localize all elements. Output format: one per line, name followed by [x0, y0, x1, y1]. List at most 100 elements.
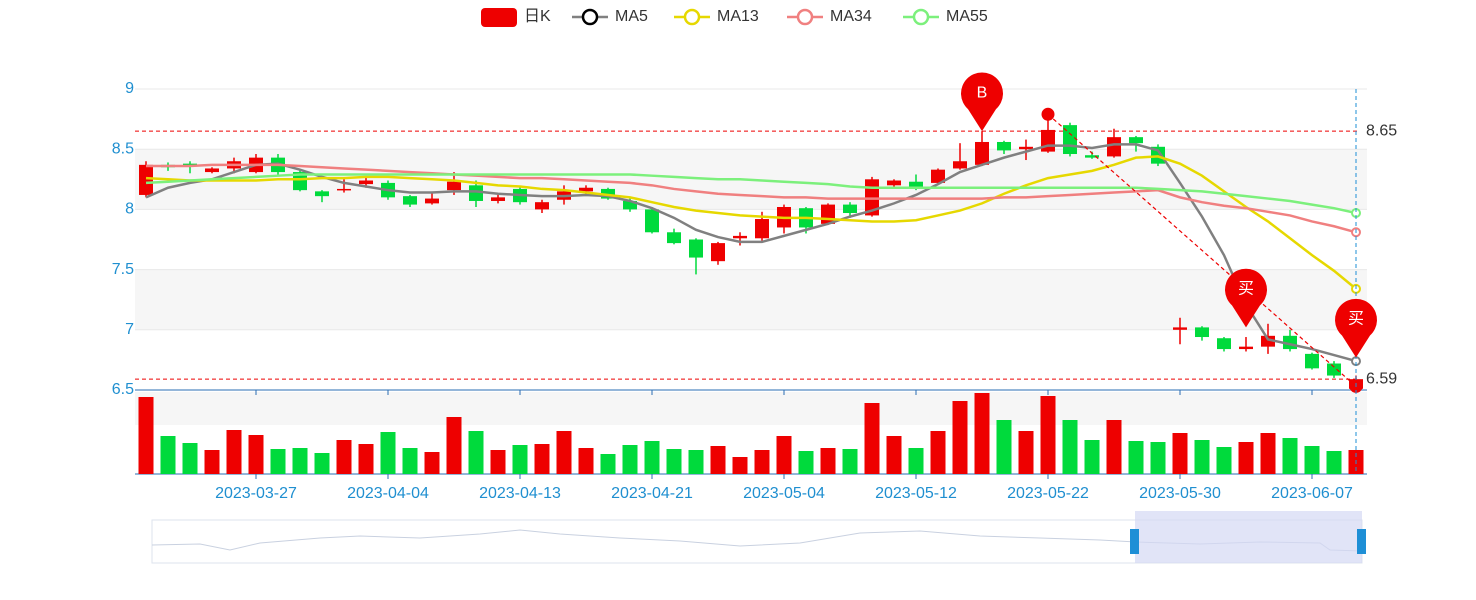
volume-bar: [402, 448, 418, 474]
legend-label: MA13: [717, 8, 759, 25]
candle-body: [733, 235, 747, 239]
volume-bar: [160, 436, 176, 474]
volume-bar: [798, 451, 814, 474]
candle-body: [1217, 338, 1231, 350]
candle-body: [403, 196, 417, 205]
candle-body: [1019, 146, 1033, 150]
x-tick-label: 2023-06-07: [1271, 485, 1353, 502]
volume-bar: [490, 450, 506, 474]
x-tick-label: 2023-04-13: [479, 485, 561, 502]
candle-body: [315, 191, 329, 197]
candle-body: [139, 164, 153, 195]
legend-icon: [581, 8, 599, 26]
x-tick-label: 2023-04-21: [611, 485, 693, 502]
legend-item[interactable]: MA5: [572, 8, 648, 26]
zoom-handle[interactable]: [1130, 529, 1139, 554]
volume-bar: [1304, 446, 1320, 474]
zoom-selection[interactable]: [1135, 511, 1362, 563]
volume-bar: [446, 417, 462, 474]
candle-body: [1085, 155, 1099, 158]
candle-body: [975, 141, 989, 165]
candle-body: [997, 141, 1011, 151]
legend-icon: [912, 8, 930, 26]
candle-body: [909, 181, 923, 187]
candle-body: [1107, 137, 1121, 157]
legend-label: MA55: [946, 8, 988, 25]
candle-body: [1261, 335, 1275, 347]
candle-body: [1327, 363, 1341, 376]
legend-label: MA5: [615, 8, 648, 25]
volume-bar: [534, 444, 550, 474]
candle-body: [887, 180, 901, 186]
data-zoom[interactable]: [151, 511, 1366, 564]
candle-body: [1041, 129, 1055, 152]
volume-bar: [864, 403, 880, 474]
x-tick-label: 2023-05-12: [875, 485, 957, 502]
volume-bar: [138, 397, 154, 474]
x-tick-label: 2023-05-30: [1139, 485, 1221, 502]
candle-body: [1239, 346, 1253, 350]
volume-bar: [622, 445, 638, 474]
volume-bar: [336, 440, 352, 474]
mark-line-label: 8.65: [1366, 122, 1397, 139]
candle-body: [469, 185, 483, 201]
candle-body: [579, 187, 593, 192]
volume-bar: [380, 432, 396, 474]
volume-bar: [270, 449, 286, 474]
candle-body: [931, 169, 945, 183]
candle-body: [293, 172, 307, 191]
y-tick-label: 6.5: [112, 381, 134, 398]
legend-icon: [683, 8, 701, 26]
volume-bar: [952, 401, 968, 474]
legend-item[interactable]: MA34: [787, 8, 872, 26]
y-tick-label: 7.5: [112, 261, 134, 278]
candle-body: [359, 180, 373, 185]
legend-label: 日K: [524, 8, 551, 25]
volume-bar: [732, 457, 748, 474]
zoom-handle[interactable]: [1357, 529, 1366, 554]
candle-body: [205, 168, 219, 173]
volume-bar: [1326, 451, 1342, 474]
ma-line: [145, 173, 1357, 215]
x-tick-label: 2023-04-04: [347, 485, 429, 502]
volume-bar: [644, 441, 660, 474]
pin: [1225, 268, 1268, 328]
candle-body: [711, 243, 725, 262]
ma-line: [145, 155, 1357, 290]
legend-item[interactable]: MA55: [903, 8, 988, 26]
y-tick-label: 8.5: [112, 140, 134, 157]
pin-label: 买: [1238, 280, 1254, 298]
trend-point: [1041, 107, 1055, 121]
pin-label: B: [977, 84, 988, 101]
volume-bar: [974, 393, 990, 474]
ma-line: [146, 163, 1357, 234]
candle-body: [689, 239, 703, 258]
y-tick-label: 8: [125, 201, 134, 218]
candle-body: [535, 202, 549, 210]
volume-bar: [556, 431, 572, 474]
volume-bar: [1172, 433, 1188, 474]
volume-bar: [1150, 442, 1166, 474]
volume-bar: [578, 448, 594, 474]
candle-body: [1195, 327, 1209, 338]
legend-item[interactable]: MA13: [674, 8, 759, 26]
ma-line: [145, 143, 1357, 363]
volume-bar: [710, 446, 726, 474]
candle-body: [1305, 353, 1319, 369]
candle-body: [953, 161, 967, 169]
volume-bar: [776, 436, 792, 474]
split-area: [135, 209, 1367, 270]
volume-bar: [1128, 441, 1144, 474]
volume-bar: [204, 450, 220, 474]
legend-item[interactable]: 日K: [481, 8, 551, 27]
volume-bar: [468, 431, 484, 474]
volume-bar: [930, 431, 946, 474]
trend-line: [1047, 113, 1357, 387]
candle-body: [623, 200, 637, 210]
candle-body: [337, 188, 351, 191]
candle-body: [755, 219, 769, 239]
pin-label: 买: [1348, 310, 1364, 328]
pin: [961, 72, 1003, 132]
volume-bar: [1260, 433, 1276, 474]
candle-body: [1173, 327, 1187, 330]
